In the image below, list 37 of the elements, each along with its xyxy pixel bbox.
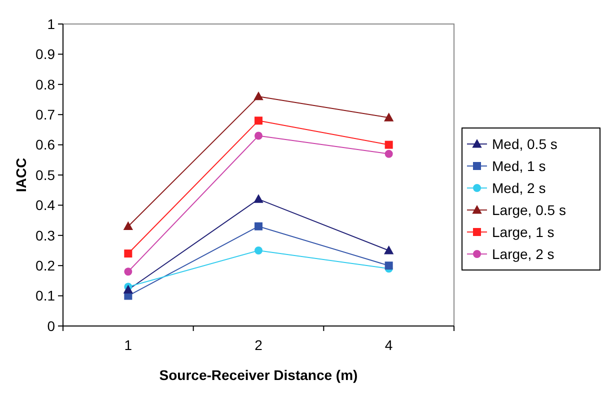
point xyxy=(384,113,394,122)
point xyxy=(124,268,132,276)
point xyxy=(254,92,263,100)
y-tick-label: 0.7 xyxy=(36,106,56,122)
y-tick-label: 1 xyxy=(47,16,56,32)
x-tick-label: 1 xyxy=(124,337,132,353)
point xyxy=(254,246,262,254)
y-tick-label: 0.2 xyxy=(36,258,56,274)
point xyxy=(254,132,262,140)
point xyxy=(124,250,132,258)
point xyxy=(254,222,262,230)
x-tick-label: 2 xyxy=(254,337,263,353)
y-tick-label: 0.8 xyxy=(36,76,56,92)
point xyxy=(384,246,394,254)
point xyxy=(384,140,393,149)
y-tick-label: 0.4 xyxy=(36,197,56,214)
y-tick-label: 0 xyxy=(47,318,56,334)
legend-label: Large, 0.5 s xyxy=(492,202,566,218)
y-tick-label: 0.6 xyxy=(36,136,56,153)
legend-label: Large, 2 s xyxy=(492,246,554,262)
x-tick-label: 4 xyxy=(384,337,393,353)
legend-label: Med, 0.5 s xyxy=(492,136,558,152)
point xyxy=(124,285,133,294)
point xyxy=(384,150,393,158)
y-axis-title: IACC xyxy=(13,158,29,192)
legend-label: Med, 2 s xyxy=(492,180,546,196)
y-tick-label: 0.9 xyxy=(36,46,56,62)
y-tick-label: 0.5 xyxy=(36,166,56,183)
legend-label: Large, 1 s xyxy=(492,224,554,240)
legend-label: Med, 1 s xyxy=(492,158,546,174)
point xyxy=(124,222,133,230)
x-axis-title: Source-Receiver Distance (m) xyxy=(159,367,358,383)
y-tick-label: 0.3 xyxy=(36,227,56,244)
point xyxy=(384,262,393,270)
point xyxy=(254,194,263,203)
y-tick-label: 0.1 xyxy=(36,288,56,304)
point xyxy=(254,116,262,125)
